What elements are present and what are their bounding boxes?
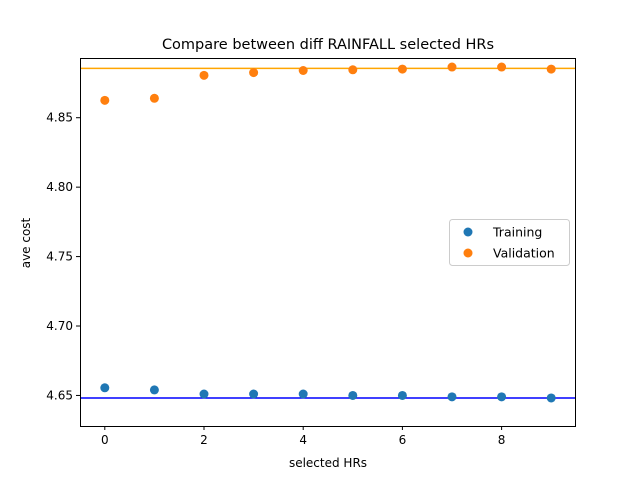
point-series-0-1 bbox=[149, 385, 159, 395]
x-axis: 0 2 4 6 8 bbox=[101, 426, 505, 447]
point-series-1-7 bbox=[447, 62, 457, 72]
point-series-0-6 bbox=[397, 390, 407, 400]
y-axis-label: ave cost bbox=[19, 217, 33, 268]
point-series-1-1 bbox=[149, 93, 159, 103]
point-series-0-8 bbox=[497, 392, 507, 402]
point-series-0-2 bbox=[199, 389, 209, 399]
x-axis-label: selected HRs bbox=[289, 456, 367, 470]
y-tick-label-4: 4.85 bbox=[46, 111, 73, 125]
point-series-0-4 bbox=[298, 389, 308, 399]
point-series-1-4 bbox=[298, 65, 308, 75]
point-series-0-0 bbox=[100, 383, 110, 393]
point-series-0-7 bbox=[447, 392, 457, 402]
chart-title: Compare between diff RAINFALL selected H… bbox=[162, 37, 494, 53]
point-series-0-3 bbox=[249, 389, 259, 399]
y-tick-label-2: 4.75 bbox=[46, 250, 73, 264]
x-tick-label-0: 0 bbox=[101, 433, 109, 447]
y-tick-label-3: 4.80 bbox=[46, 180, 73, 194]
point-series-1-8 bbox=[497, 62, 507, 72]
y-tick-label-0: 4.65 bbox=[46, 388, 73, 402]
legend-box bbox=[449, 219, 570, 266]
plot-frame bbox=[80, 58, 576, 427]
legend-marker-0 bbox=[463, 227, 473, 237]
point-series-1-3 bbox=[249, 68, 259, 78]
point-series-0-9 bbox=[546, 393, 556, 403]
x-tick-label-2: 4 bbox=[299, 433, 307, 447]
y-axis: 4.65 4.70 4.75 4.80 4.85 bbox=[46, 111, 80, 402]
point-series-1-0 bbox=[100, 95, 110, 105]
x-tick-label-1: 2 bbox=[200, 433, 208, 447]
plot-marks bbox=[80, 62, 576, 403]
point-series-1-9 bbox=[546, 64, 556, 74]
legend-marker-1 bbox=[463, 248, 473, 258]
x-tick-label-3: 6 bbox=[399, 433, 407, 447]
legend-label-0: Training bbox=[492, 225, 542, 240]
point-series-1-2 bbox=[199, 70, 209, 80]
legend: Training Validation bbox=[449, 219, 570, 266]
y-tick-label-1: 4.70 bbox=[46, 319, 73, 333]
point-series-0-5 bbox=[348, 390, 358, 400]
point-series-1-6 bbox=[397, 64, 407, 74]
x-tick-label-4: 8 bbox=[498, 433, 506, 447]
legend-label-1: Validation bbox=[493, 246, 555, 261]
point-series-1-5 bbox=[348, 65, 358, 75]
